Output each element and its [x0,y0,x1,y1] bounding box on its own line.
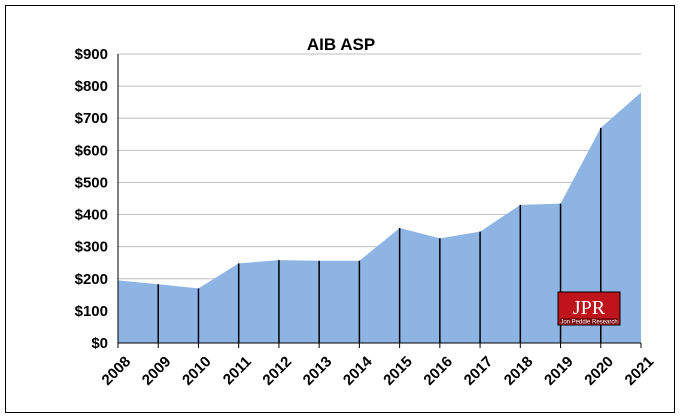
jpr-logo: JPR Jon Peddie Research [557,291,621,326]
y-tick-label: $200 [75,271,108,288]
x-tick-label: 2011 [220,353,255,388]
x-tick-label: 2014 [340,353,376,389]
y-tick-label: $400 [75,207,108,224]
y-axis-ticks: $0 $100 $200 $300 $400 $500 $600 $700 $800 $900 [75,46,108,352]
y-tick-label: $900 [75,46,108,63]
x-tick-label: 2013 [300,353,336,389]
logo-text: JPR [573,297,606,319]
y-tick-label: $500 [75,174,108,191]
x-tick-label: 2020 [581,353,617,389]
x-tick-label: 2018 [501,353,537,389]
x-tick-label: 2008 [99,353,135,389]
y-tick-label: $600 [75,142,108,159]
y-tick-label: $100 [75,303,108,320]
x-axis-ticks: 2008 2009 2010 2011 2012 2013 2014 2015 2016 2017… [99,343,658,389]
x-tick-label: 2019 [541,353,577,389]
logo-subtext: Jon Peddie Research [560,320,617,326]
area-series [118,92,641,344]
x-tick-label: 2010 [179,353,215,389]
y-tick-label: $700 [75,110,108,127]
y-tick-label: $800 [75,78,108,95]
y-tick-label: $300 [75,239,108,256]
x-tick-label: 2012 [259,353,295,389]
x-tick-label: 2017 [461,353,497,389]
x-tick-label: 2015 [380,353,416,389]
chart-title: AIB ASP [307,35,375,54]
x-tick-label: 2021 [622,353,658,389]
x-tick-label: 2009 [139,353,175,389]
x-tick-label: 2016 [420,353,456,389]
y-tick-label: $0 [91,335,108,352]
